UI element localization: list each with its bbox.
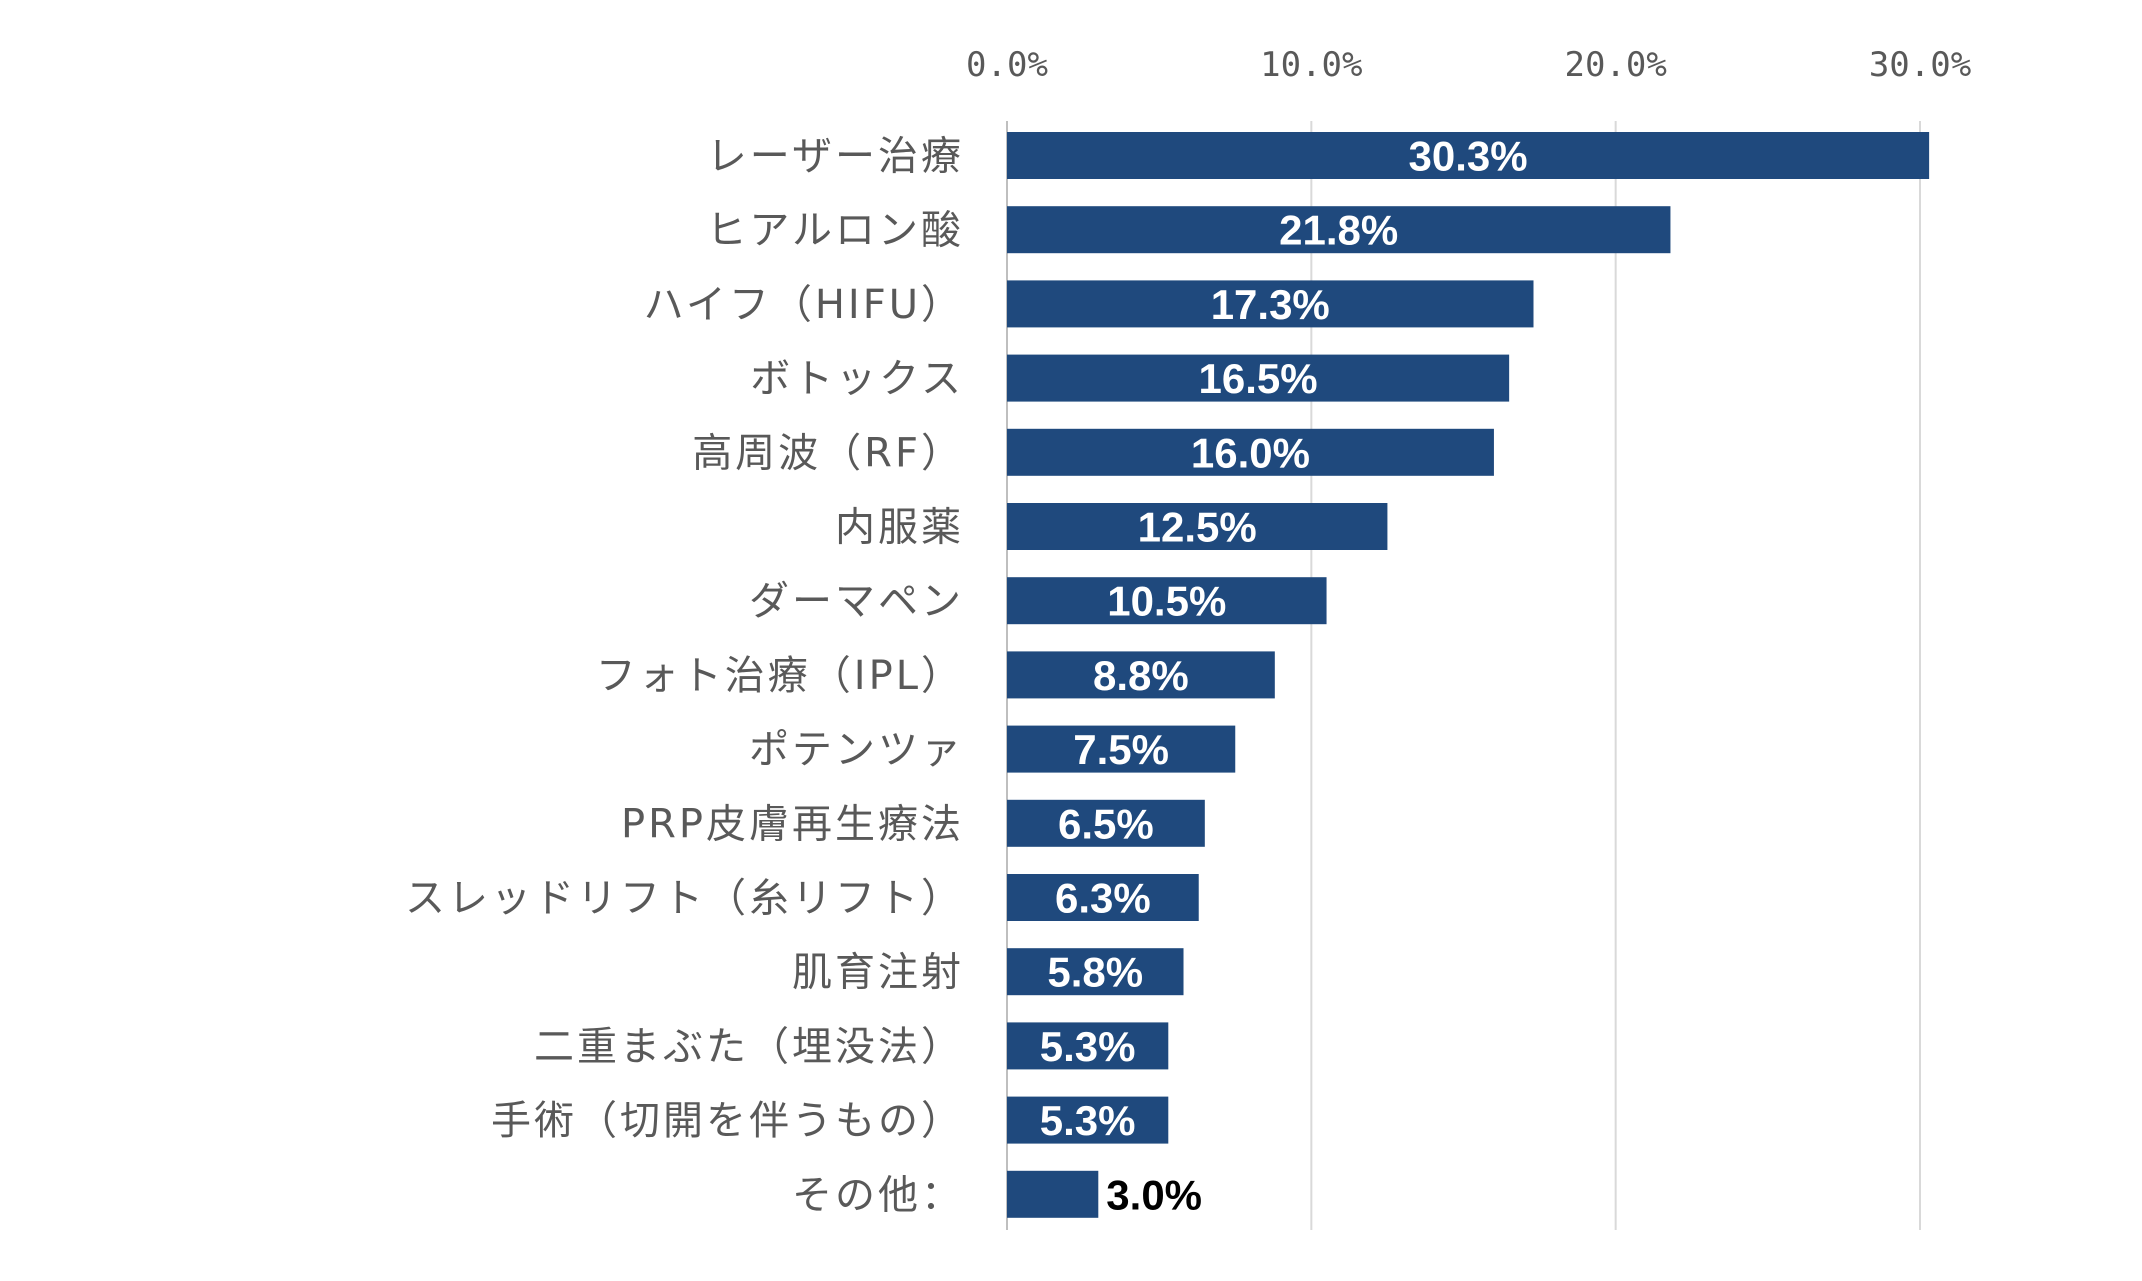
bar: [1007, 206, 1671, 254]
bar: [1007, 503, 1388, 550]
category-label: 二重まぶた（埋没法）: [534, 1024, 964, 1070]
data-label: 8.8%: [1093, 652, 1189, 699]
bar: [1007, 948, 1184, 996]
category-label: 内服薬: [835, 505, 964, 551]
bar: [1007, 1022, 1169, 1070]
bar: [1007, 577, 1327, 625]
category-label: ポテンツァ: [749, 727, 964, 773]
data-label: 5.3%: [1040, 1023, 1136, 1070]
category-label: ダーマペン: [749, 579, 964, 625]
x-tick-label: 0.0%: [966, 45, 1048, 85]
data-label: 6.3%: [1055, 875, 1151, 922]
bar: [1007, 1170, 1099, 1218]
category-label: 手術（切開を伴うもの）: [491, 1098, 964, 1144]
category-label: ボトックス: [750, 356, 964, 402]
x-tick-label: 20.0%: [1564, 45, 1666, 85]
bar: [1007, 651, 1275, 699]
category-label: 肌育注射: [792, 950, 964, 996]
category-label: ハイフ（HIFU）: [644, 282, 964, 328]
x-tick-label: 30.0%: [1869, 45, 1971, 85]
bar: [1007, 874, 1199, 921]
data-label: 21.8%: [1279, 207, 1398, 254]
category-label: ヒアルロン酸: [706, 208, 964, 254]
bar: [1007, 799, 1205, 847]
data-label: 17.3%: [1211, 281, 1330, 328]
category-label: PRP皮膚再生療法: [621, 801, 964, 847]
data-label: 3.0%: [1106, 1171, 1202, 1218]
bar: [1007, 354, 1510, 402]
bar: [1007, 428, 1494, 476]
category-label: フォト治療（IPL）: [596, 653, 964, 699]
data-label: 6.5%: [1058, 800, 1154, 847]
data-label: 5.8%: [1047, 949, 1143, 996]
category-label: 高周波（RF）: [692, 430, 964, 476]
data-label: 7.5%: [1073, 726, 1169, 773]
bar: [1007, 132, 1930, 179]
category-label: その他：: [792, 1172, 964, 1218]
data-label: 10.5%: [1107, 578, 1226, 625]
category-label: スレッドリフト（糸リフト）: [405, 876, 964, 922]
bar: [1007, 1096, 1169, 1144]
x-tick-label: 10.0%: [1260, 45, 1362, 85]
data-label: 30.3%: [1409, 133, 1528, 180]
data-label: 12.5%: [1138, 504, 1257, 551]
bar: [1007, 280, 1534, 328]
data-label: 16.5%: [1199, 355, 1318, 402]
bar: [1007, 725, 1236, 773]
data-label: 16.0%: [1191, 429, 1310, 476]
category-label: レーザー治療: [707, 134, 964, 180]
data-label: 5.3%: [1040, 1097, 1136, 1144]
